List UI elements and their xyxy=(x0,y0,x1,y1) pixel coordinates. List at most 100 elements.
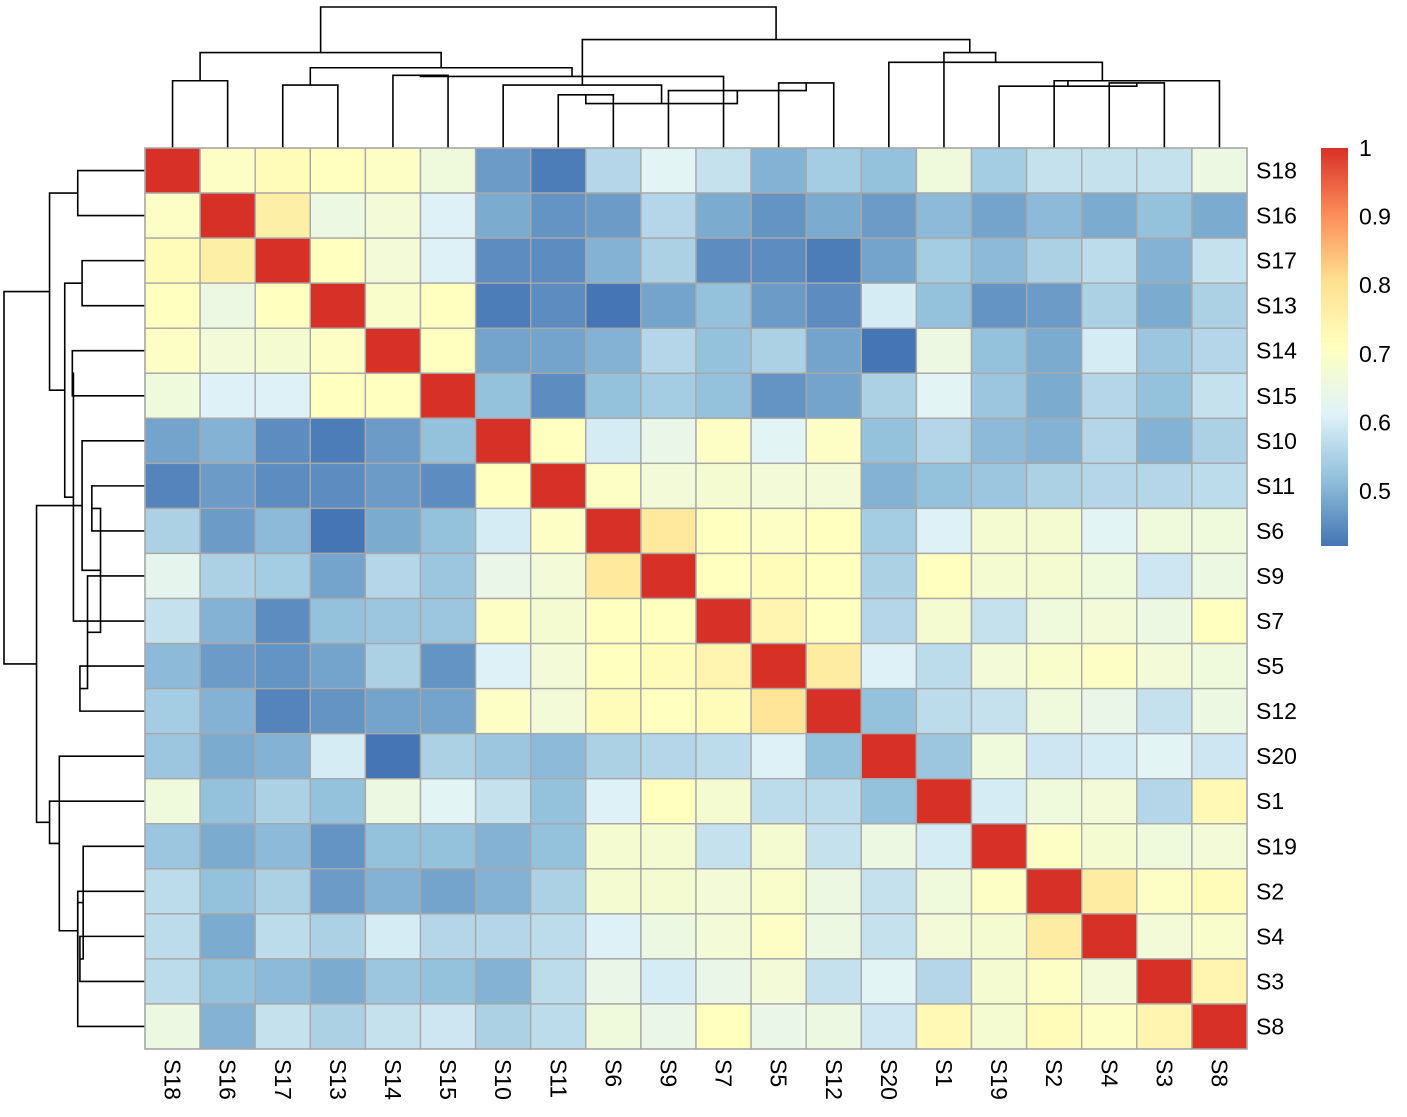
heatmap-cell-S9-S12 xyxy=(805,552,863,600)
heatmap-cell-S7-S7 xyxy=(695,597,752,645)
heatmap-cell-S8-S6 xyxy=(585,1003,642,1050)
heatmap-cell-S15-S5 xyxy=(750,372,807,419)
heatmap-cell-S16-S6 xyxy=(585,192,642,239)
heatmap-cell-S5-S16 xyxy=(199,642,256,690)
heatmap-cell-S12-S6 xyxy=(585,687,642,735)
column-label-S9: S9 xyxy=(655,1059,681,1087)
heatmap-cell-S10-S15 xyxy=(419,417,477,465)
row-label-S5: S5 xyxy=(1256,653,1284,679)
heatmap-cell-S5-S14 xyxy=(364,642,422,690)
heatmap-cell-S5-S13 xyxy=(309,642,367,690)
heatmap-cell-S14-S14 xyxy=(364,327,422,374)
heatmap-cell-S10-S13 xyxy=(309,417,367,465)
heatmap-cell-S3-S20 xyxy=(860,958,918,1005)
heatmap-cell-S14-S9 xyxy=(640,327,697,374)
heatmap-cell-S14-S5 xyxy=(750,327,807,374)
heatmap-cell-S3-S16 xyxy=(199,958,256,1005)
heatmap-cell-S12-S3 xyxy=(1136,687,1193,735)
heatmap-cell-S3-S8 xyxy=(1191,958,1248,1005)
heatmap-cell-S10-S11 xyxy=(530,417,587,465)
heatmap-cell-S11-S9 xyxy=(640,462,697,510)
heatmap-cell-S19-S6 xyxy=(585,823,642,870)
heatmap-cell-S12-S10 xyxy=(474,687,532,735)
row-dendrogram-branch-7 xyxy=(79,665,145,712)
heatmap-cell-S4-S20 xyxy=(860,913,918,960)
heatmap-cell-S16-S17 xyxy=(254,192,311,239)
legend-tick-label: 0.6 xyxy=(1359,409,1391,435)
heatmap-cell-S8-S16 xyxy=(199,1003,256,1050)
heatmap-cell-S19-S15 xyxy=(419,823,477,870)
column-label-S14: S14 xyxy=(380,1059,406,1100)
heatmap-cell-S14-S16 xyxy=(199,327,256,374)
row-label-S18: S18 xyxy=(1256,158,1297,184)
heatmap-cell-S14-S19 xyxy=(970,327,1028,374)
heatmap-cell-S10-S20 xyxy=(860,417,918,465)
heatmap-cell-S7-S1 xyxy=(915,597,973,645)
heatmap-cell-S3-S1 xyxy=(915,958,973,1005)
heatmap-cell-S1-S20 xyxy=(860,778,918,825)
heatmap-cell-S14-S20 xyxy=(860,327,918,374)
heatmap-cell-S14-S17 xyxy=(254,327,311,374)
heatmap-cell-S9-S1 xyxy=(915,552,973,600)
heatmap-cell-S7-S14 xyxy=(364,597,422,645)
heatmap-cell-S19-S3 xyxy=(1136,823,1193,870)
heatmap-cell-S12-S19 xyxy=(970,687,1028,735)
heatmap-cell-S1-S15 xyxy=(419,778,477,825)
heatmap-cell-S19-S4 xyxy=(1080,823,1138,870)
heatmap-cell-S7-S16 xyxy=(199,597,256,645)
heatmap-cell-S18-S14 xyxy=(364,147,422,194)
heatmap-cell-S12-S12 xyxy=(805,687,863,735)
heatmap-cell-S4-S1 xyxy=(915,913,973,960)
column-label-S8: S8 xyxy=(1206,1059,1232,1087)
heatmap-cell-S13-S18 xyxy=(144,282,201,329)
heatmap-cell-S8-S18 xyxy=(144,1003,201,1050)
heatmap-cell-S20-S4 xyxy=(1080,732,1138,780)
heatmap-cell-S12-S7 xyxy=(695,687,752,735)
heatmap-cell-S5-S15 xyxy=(419,642,477,690)
heatmap-cell-S1-S3 xyxy=(1136,778,1193,825)
heatmap-cell-S2-S12 xyxy=(805,868,863,915)
heatmap-cell-S10-S16 xyxy=(199,417,256,465)
row-dendrogram xyxy=(3,169,145,1028)
row-dendrogram-branch-6 xyxy=(71,349,145,397)
heatmap-cell-S3-S2 xyxy=(1025,958,1083,1005)
row-dendrogram-branch-14 xyxy=(76,901,84,959)
heatmap-cell-S11-S2 xyxy=(1025,462,1083,510)
heatmap-cell-S17-S7 xyxy=(695,237,752,284)
column-dendrogram-branch-19 xyxy=(319,6,777,53)
heatmap-cell-S9-S5 xyxy=(750,552,807,600)
heatmap-cell-S8-S4 xyxy=(1080,1003,1138,1050)
heatmap-cell-S14-S18 xyxy=(144,327,201,374)
heatmap-cell-S16-S2 xyxy=(1025,192,1083,239)
heatmap-cell-S13-S20 xyxy=(860,282,918,329)
heatmap-cell-S17-S12 xyxy=(805,237,863,284)
heatmap-cell-S3-S9 xyxy=(640,958,697,1005)
heatmap-cell-S3-S10 xyxy=(474,958,532,1005)
heatmap-cell-S3-S12 xyxy=(805,958,863,1005)
heatmap-cell-S14-S10 xyxy=(474,327,532,374)
heatmap-cell-S18-S9 xyxy=(640,147,697,194)
heatmap-cell-S1-S13 xyxy=(309,778,367,825)
heatmap-cell-S17-S19 xyxy=(970,237,1028,284)
heatmap-cell-S2-S16 xyxy=(199,868,256,915)
row-dendrogram-branch-16 xyxy=(48,800,145,845)
heatmap-cell-S16-S15 xyxy=(419,192,477,239)
heatmap-cell-S1-S6 xyxy=(585,778,642,825)
heatmap-cell-S16-S8 xyxy=(1191,192,1248,239)
heatmap-cell-S17-S2 xyxy=(1025,237,1083,284)
row-dendrogram-branch-3 xyxy=(79,935,145,983)
heatmap-cell-S2-S2 xyxy=(1025,868,1083,915)
heatmap-cell-S13-S14 xyxy=(364,282,422,329)
row-labels: S18 S16 S17 S13 S14 S15 S10 S11 S6 S9 S7 S5 S12 S20 S1… xyxy=(1256,158,1297,1040)
heatmap-cell-S20-S12 xyxy=(805,732,863,780)
heatmap-cell-S9-S20 xyxy=(860,552,918,600)
heatmap-cell-S9-S13 xyxy=(309,552,367,600)
heatmap-cell-S1-S7 xyxy=(695,778,752,825)
heatmap-cell-S12-S17 xyxy=(254,687,311,735)
heatmap-cell-S4-S15 xyxy=(419,913,477,960)
heatmap-cell-S18-S16 xyxy=(199,147,256,194)
heatmap-cell-S4-S6 xyxy=(585,913,642,960)
heatmap-cell-S3-S6 xyxy=(585,958,642,1005)
heatmap-cell-S15-S8 xyxy=(1191,372,1248,419)
column-dendrogram xyxy=(171,6,1221,148)
